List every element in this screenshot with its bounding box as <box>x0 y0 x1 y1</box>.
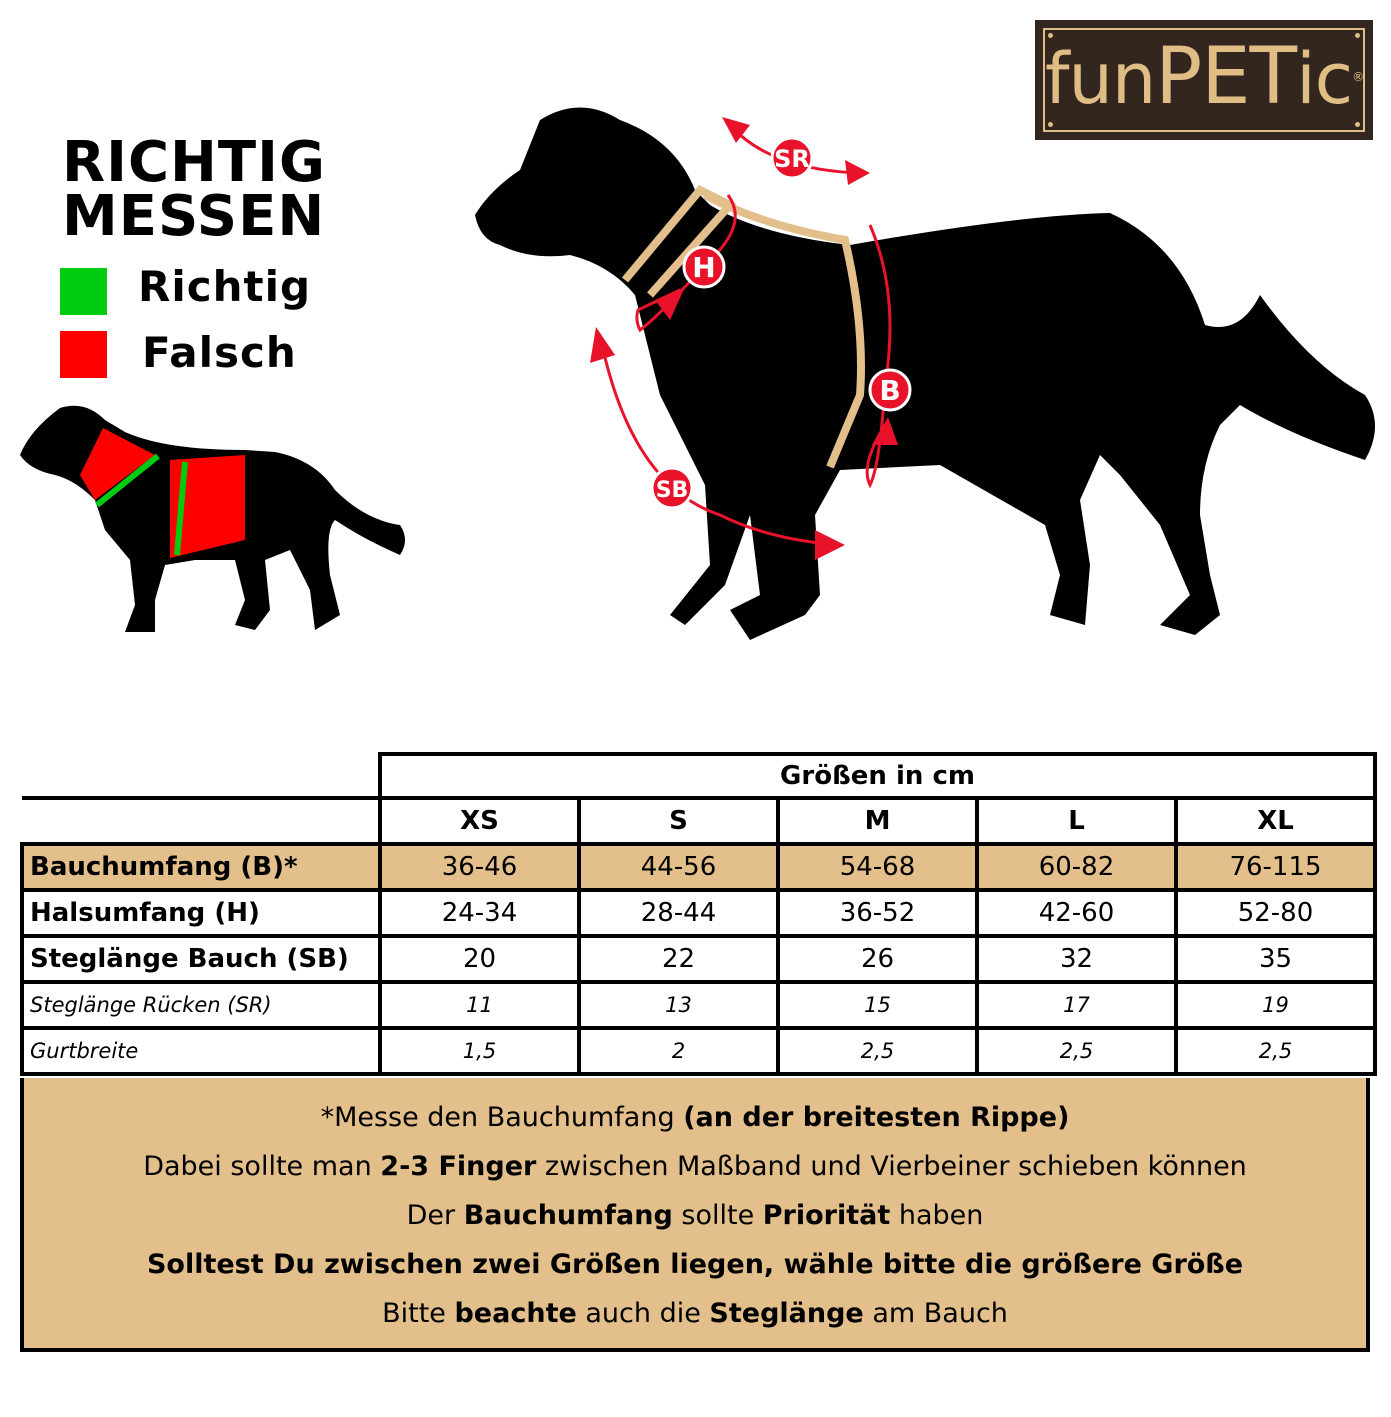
note-segment: Steglänge <box>709 1298 864 1329</box>
title-line-2: MESSEN <box>62 184 326 249</box>
size-group-header: Größen in cm <box>378 752 1377 800</box>
table-cell: 2,5 <box>975 1026 1178 1076</box>
small-dog-right-belly-line <box>174 461 188 556</box>
legend-label-wrong: Falsch <box>142 328 297 377</box>
size-header-xl: XL <box>1174 796 1377 846</box>
note-segment: Der <box>406 1200 464 1231</box>
table-cell: 36-52 <box>776 888 979 938</box>
table-cell: 36-46 <box>378 842 581 892</box>
row-label: Steglänge Bauch (SB) <box>20 934 382 984</box>
table-cell: 35 <box>1174 934 1377 984</box>
note-segment: auch die <box>576 1298 710 1329</box>
table-cell: 44-56 <box>577 842 780 892</box>
note-line: Dabei sollte man 2-3 Finger zwischen Maß… <box>24 1147 1366 1196</box>
note-segment: 2-3 Finger <box>380 1151 537 1182</box>
note-segment: *Messe den Bauchumfang <box>320 1102 684 1133</box>
small-dog-right-collar-line <box>95 453 160 508</box>
table-cell: 2,5 <box>1174 1026 1377 1076</box>
note-segment: (an der breitesten Rippe) <box>683 1102 1070 1133</box>
table-cell: 2 <box>577 1026 780 1076</box>
badge-b: B <box>879 374 900 407</box>
note-segment: Priorität <box>762 1200 891 1231</box>
table-cell: 2,5 <box>776 1026 979 1076</box>
note-segment: haben <box>890 1200 984 1231</box>
note-segment: Bitte <box>382 1298 455 1329</box>
badge-sb: SB <box>656 478 689 503</box>
table-cell: 19 <box>1174 980 1377 1030</box>
size-table: Größen in cm XS S M L XL Bauchumfang (B)* 36-… <box>20 752 1377 1076</box>
note-segment: Dabei sollte man <box>143 1151 381 1182</box>
sb-arrow <box>598 334 841 547</box>
table-cell: 54-68 <box>776 842 979 892</box>
size-header-l: L <box>975 796 1178 846</box>
large-dog-illustration: SR H B SB <box>475 107 1375 640</box>
table-cell: 76-115 <box>1174 842 1377 892</box>
table-row: Bauchumfang (B)* 36-46 44-56 54-68 60-82 76-1… <box>20 842 1377 892</box>
badge-h: H <box>692 251 715 284</box>
row-label: Gurtbreite <box>20 1026 382 1076</box>
note-line: Der Bauchumfang sollte Priorität haben <box>24 1196 1366 1245</box>
arrow-heads <box>590 117 898 560</box>
table-cell: 60-82 <box>975 842 1178 892</box>
note-segment: am Bauch <box>863 1298 1008 1329</box>
note-segment: Bauchumfang <box>463 1200 673 1231</box>
table-cell: 28-44 <box>577 888 780 938</box>
measure-badges: SR H B SB <box>650 136 912 510</box>
note-segment: zwischen Maßband und Vierbeiner schieben… <box>536 1151 1247 1182</box>
table-cell: 32 <box>975 934 1178 984</box>
title-line-1: RICHTIG <box>62 130 326 195</box>
table-cell: 17 <box>975 980 1178 1030</box>
size-header-s: S <box>577 796 780 846</box>
size-header-xs: XS <box>378 796 581 846</box>
small-dog-wrong-belly-band <box>170 455 245 558</box>
note-line: *Messe den Bauchumfang (an der breiteste… <box>24 1098 1366 1147</box>
table-row: Halsumfang (H) 24-34 28-44 36-52 42-60 52-80 <box>20 888 1377 938</box>
legend-swatch-correct <box>60 268 107 315</box>
row-label: Steglänge Rücken (SR) <box>20 980 382 1030</box>
table-cell: 52-80 <box>1174 888 1377 938</box>
note-line: Solltest Du zwischen zwei Größen liegen,… <box>24 1245 1366 1294</box>
badge-sr: SR <box>774 145 810 173</box>
table-row: Steglänge Rücken (SR) 11 13 15 17 19 <box>20 980 1377 1030</box>
small-dog-wrong-collar <box>80 428 155 500</box>
note-line: Bitte beachte auch die Steglänge am Bauc… <box>24 1294 1366 1343</box>
table-row: Steglänge Bauch (SB) 20 22 26 32 35 <box>20 934 1377 984</box>
note-segment: Solltest Du zwischen zwei Größen liegen,… <box>146 1249 1244 1280</box>
harness-back-strap <box>703 191 865 469</box>
table-cell: 11 <box>378 980 581 1030</box>
legend-label-correct: Richtig <box>138 262 312 311</box>
table-cell: 20 <box>378 934 581 984</box>
table-cell: 1,5 <box>378 1026 581 1076</box>
table-cell: 22 <box>577 934 780 984</box>
table-cell: 24-34 <box>378 888 581 938</box>
notes-box: *Messe den Bauchumfang (an der breiteste… <box>20 1078 1370 1352</box>
table-cell: 42-60 <box>975 888 1178 938</box>
size-header-m: M <box>776 796 979 846</box>
table-cell: 15 <box>776 980 979 1030</box>
brand-logo: funPETic® <box>1035 20 1373 140</box>
table-cell: 26 <box>776 934 979 984</box>
row-label: Bauchumfang (B)* <box>20 842 382 892</box>
legend-swatch-wrong <box>60 331 107 378</box>
page-title: RICHTIG MESSEN <box>62 130 326 249</box>
note-segment: sollte <box>672 1200 763 1231</box>
small-dog-illustration <box>20 405 405 632</box>
row-label: Halsumfang (H) <box>20 888 382 938</box>
note-segment: beachte <box>454 1298 577 1329</box>
table-row: Gurtbreite 1,5 2 2,5 2,5 2,5 <box>20 1026 1377 1076</box>
table-cell: 13 <box>577 980 780 1030</box>
